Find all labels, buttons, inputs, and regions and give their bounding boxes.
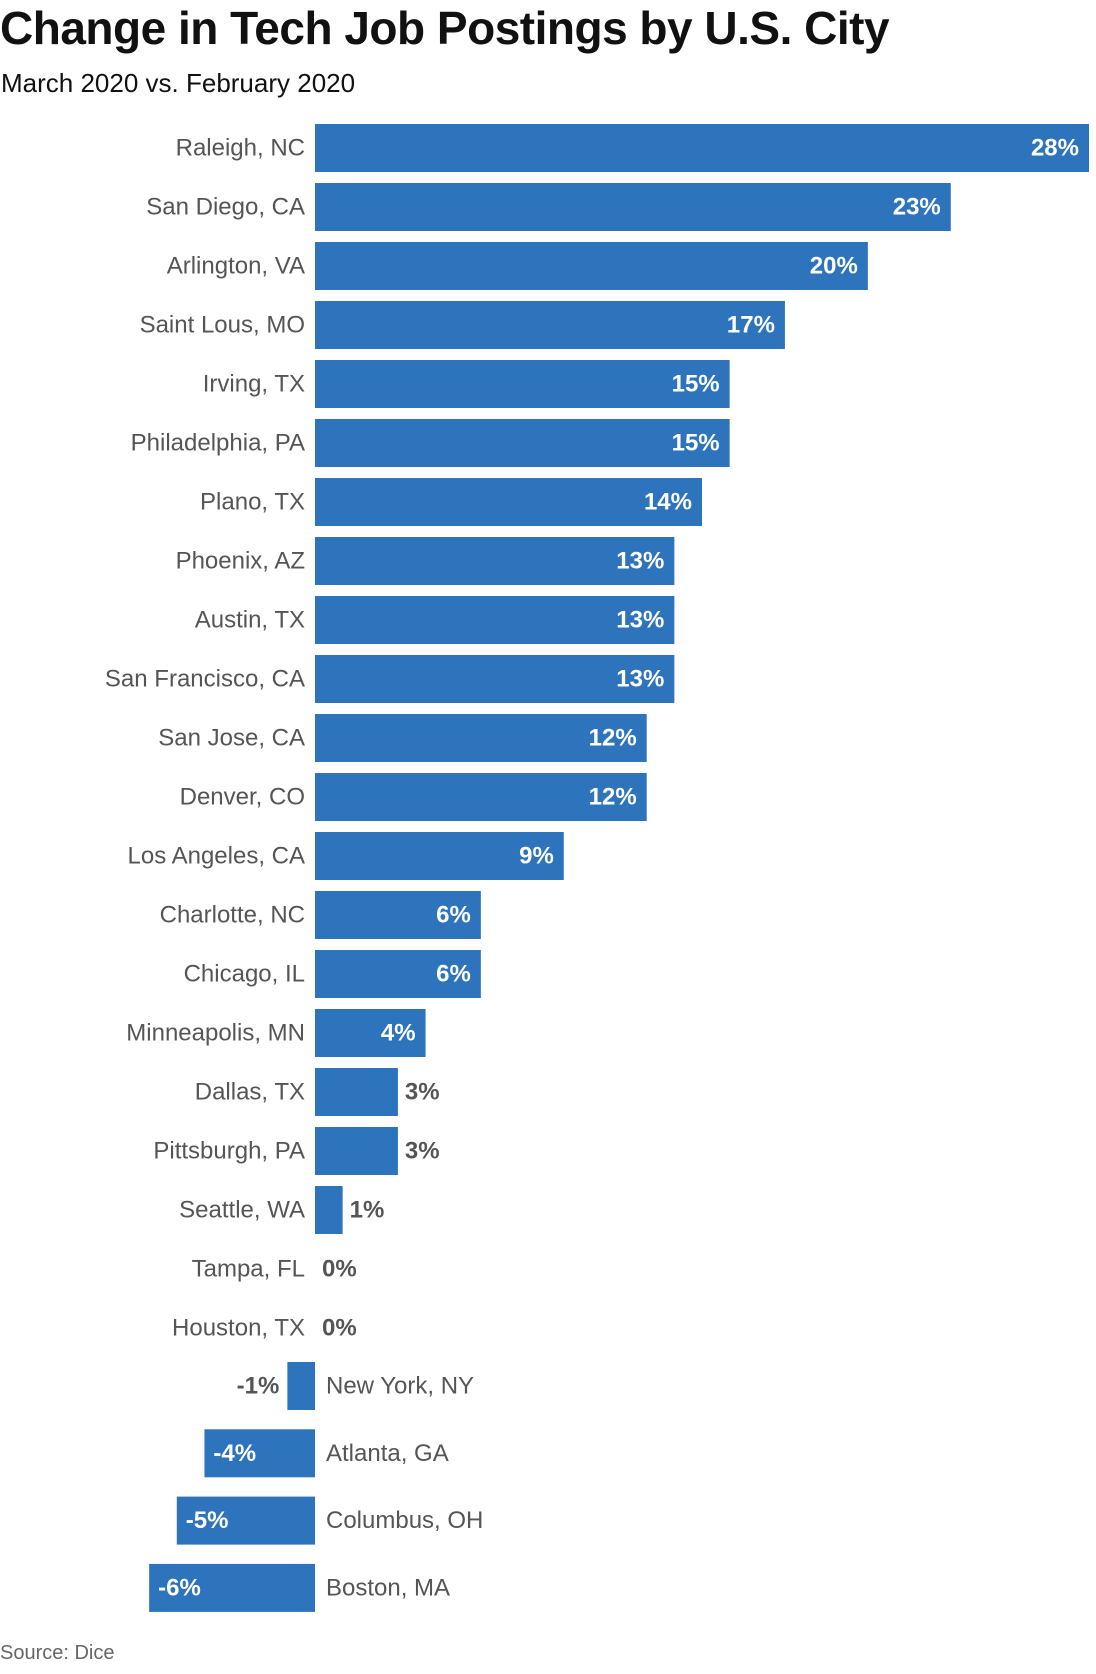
category-label-pittsburgh-pa: Pittsburgh, PA xyxy=(153,1138,305,1165)
bar-arlington-va xyxy=(315,242,868,290)
category-label-san-francisco-ca: San Francisco, CA xyxy=(105,666,305,693)
category-label-saint-lous-mo: Saint Lous, MO xyxy=(140,312,305,339)
value-label-san-jose-ca: 12% xyxy=(589,725,637,752)
bar-chicago-il xyxy=(315,950,481,998)
category-label-seattle-wa: Seattle, WA xyxy=(179,1197,305,1224)
category-label-minneapolis-mn: Minneapolis, MN xyxy=(126,1020,305,1047)
value-label-dallas-tx: 3% xyxy=(405,1079,440,1106)
bar-columbus-oh xyxy=(176,1496,315,1545)
bar-boston-ma xyxy=(149,1563,315,1612)
category-label-irving-tx: Irving, TX xyxy=(203,371,305,398)
bars-layer xyxy=(149,124,1089,1612)
value-label-plano-tx: 14% xyxy=(644,489,692,516)
category-label-phoenix-az: Phoenix, AZ xyxy=(176,548,305,575)
value-label-pittsburgh-pa: 3% xyxy=(405,1138,440,1165)
category-label-san-diego-ca: San Diego, CA xyxy=(146,194,305,221)
bar-atlanta-ga xyxy=(204,1429,315,1478)
category-label-boston-ma: Boston, MA xyxy=(326,1574,450,1601)
labels-layer: Raleigh, NC 28% San Diego, CA 23% Arlington,… xyxy=(105,135,1079,1602)
chart-subtitle: March 2020 vs. February 2020 xyxy=(1,68,356,98)
value-label-san-diego-ca: 23% xyxy=(893,194,941,221)
value-label-denver-co: 12% xyxy=(589,784,637,811)
bar-los-angeles-ca xyxy=(315,832,564,880)
category-label-charlotte-nc: Charlotte, NC xyxy=(160,902,305,929)
bar-charlotte-nc xyxy=(315,891,481,939)
category-label-arlington-va: Arlington, VA xyxy=(167,253,305,280)
value-label-san-francisco-ca: 13% xyxy=(616,666,664,693)
category-label-philadelphia-pa: Philadelphia, PA xyxy=(131,430,305,457)
bar-san-francisco-ca xyxy=(315,655,675,703)
chart-title: Change in Tech Job Postings by U.S. City xyxy=(0,2,890,54)
category-label-austin-tx: Austin, TX xyxy=(195,607,305,634)
value-label-chicago-il: 6% xyxy=(436,961,471,988)
bar-san-diego-ca xyxy=(315,183,951,231)
value-label-arlington-va: 20% xyxy=(810,253,858,280)
value-label-new-york-ny: -1% xyxy=(237,1373,280,1400)
bar-seattle-wa xyxy=(315,1186,343,1234)
value-label-philadelphia-pa: 15% xyxy=(672,430,720,457)
value-label-atlanta-ga: -4% xyxy=(213,1440,256,1467)
bar-saint-lous-mo xyxy=(315,301,785,349)
category-label-raleigh-nc: Raleigh, NC xyxy=(176,135,305,162)
category-label-plano-tx: Plano, TX xyxy=(200,489,305,516)
category-label-dallas-tx: Dallas, TX xyxy=(195,1079,305,1106)
bar-new-york-ny xyxy=(287,1362,315,1410)
category-label-new-york-ny: New York, NY xyxy=(326,1373,474,1400)
bar-dallas-tx xyxy=(315,1068,398,1116)
bar-minneapolis-mn xyxy=(315,1009,426,1057)
bar-pittsburgh-pa xyxy=(315,1127,398,1175)
category-label-san-jose-ca: San Jose, CA xyxy=(158,725,305,752)
category-label-los-angeles-ca: Los Angeles, CA xyxy=(128,843,305,870)
bar-philadelphia-pa xyxy=(315,419,730,467)
bar-austin-tx xyxy=(315,596,675,644)
category-label-denver-co: Denver, CO xyxy=(180,784,305,811)
category-label-atlanta-ga: Atlanta, GA xyxy=(326,1440,449,1467)
category-label-tampa-fl: Tampa, FL xyxy=(192,1256,305,1283)
bar-raleigh-nc xyxy=(315,124,1089,172)
value-label-tampa-fl: 0% xyxy=(322,1256,357,1283)
category-label-houston-tx: Houston, TX xyxy=(172,1315,305,1342)
source-note: Source: Dice xyxy=(0,1642,115,1664)
value-label-los-angeles-ca: 9% xyxy=(519,843,554,870)
value-label-raleigh-nc: 28% xyxy=(1031,135,1079,162)
bar-denver-co xyxy=(315,773,647,821)
value-label-saint-lous-mo: 17% xyxy=(727,312,775,339)
bar-plano-tx xyxy=(315,478,702,526)
value-label-austin-tx: 13% xyxy=(616,607,664,634)
value-label-charlotte-nc: 6% xyxy=(436,902,471,929)
value-label-minneapolis-mn: 4% xyxy=(381,1020,416,1047)
value-label-seattle-wa: 1% xyxy=(350,1197,385,1224)
value-label-phoenix-az: 13% xyxy=(616,548,664,575)
category-label-columbus-oh: Columbus, OH xyxy=(326,1507,483,1534)
value-label-houston-tx: 0% xyxy=(322,1315,357,1342)
value-label-boston-ma: -6% xyxy=(158,1574,201,1601)
value-label-columbus-oh: -5% xyxy=(186,1507,229,1534)
bar-irving-tx xyxy=(315,360,730,408)
bar-phoenix-az xyxy=(315,537,675,585)
category-label-chicago-il: Chicago, IL xyxy=(184,961,305,988)
value-label-irving-tx: 15% xyxy=(672,371,720,398)
bar-san-jose-ca xyxy=(315,714,647,762)
